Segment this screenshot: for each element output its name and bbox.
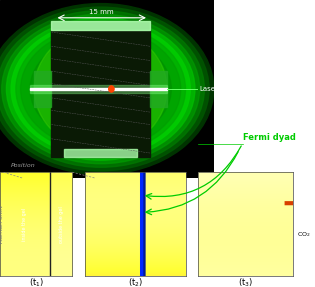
Text: 15 mm: 15 mm	[89, 9, 114, 15]
Ellipse shape	[16, 25, 186, 153]
Bar	[64, 150, 137, 157]
Text: CO$_2$: CO$_2$	[297, 230, 310, 239]
Text: Fermi dyad: Fermi dyad	[243, 133, 295, 142]
Bar	[30, 88, 167, 90]
Ellipse shape	[2, 14, 200, 164]
Text: Laser: Laser	[199, 86, 218, 92]
Bar	[51, 21, 150, 30]
Ellipse shape	[20, 28, 181, 150]
Bar	[150, 71, 167, 107]
Ellipse shape	[0, 3, 214, 174]
Ellipse shape	[30, 36, 171, 142]
Ellipse shape	[6, 18, 195, 160]
Bar	[51, 21, 150, 157]
Text: (t$_2$): (t$_2$)	[128, 277, 143, 287]
Ellipse shape	[0, 11, 204, 167]
Bar	[34, 71, 51, 107]
Ellipse shape	[0, 7, 209, 171]
Text: (t$_1$): (t$_1$)	[29, 277, 44, 287]
Bar	[30, 84, 167, 94]
Text: outside the gel: outside the gel	[59, 206, 64, 243]
Text: inside the gel: inside the gel	[22, 208, 27, 241]
Text: Raman shift: Raman shift	[0, 205, 4, 243]
Ellipse shape	[34, 28, 167, 150]
Text: (t$_3$): (t$_3$)	[238, 277, 253, 287]
Ellipse shape	[11, 21, 190, 157]
Text: Position: Position	[11, 163, 36, 168]
Ellipse shape	[109, 86, 114, 92]
